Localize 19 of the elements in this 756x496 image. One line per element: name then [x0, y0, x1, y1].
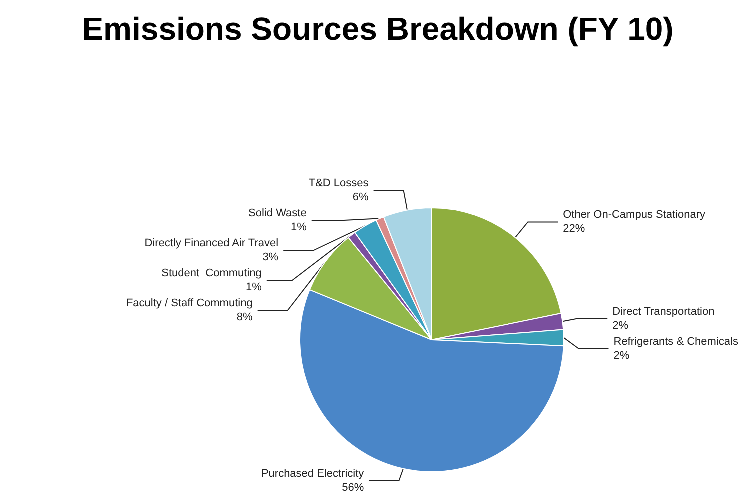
data-label: 8% [236, 312, 254, 324]
slice-label: Refrigerants & Chemicals [614, 336, 739, 348]
slice-label: T&D Losses [308, 178, 370, 190]
slice-label: Faculty / Staff Commuting [126, 298, 253, 310]
chart-title: Emissions Sources Breakdown (FY 10) [82, 11, 674, 47]
data-label: 2% [612, 320, 629, 332]
data-label: 1% [290, 222, 308, 234]
data-label: 2% [614, 350, 630, 362]
data-label: 56% [342, 482, 364, 494]
data-label: 1% [246, 282, 262, 294]
slice-label: Direct Transportation [612, 306, 715, 318]
slice-label: Solid Waste [248, 208, 307, 220]
slice-label: Directly Financed Air Travel [144, 238, 279, 250]
data-label: 22% [563, 223, 586, 236]
slice-label: Purchased Electricity [261, 468, 365, 480]
slice-label: Student Commuting [162, 268, 262, 280]
slice-label: Other On-Campus Stationary [563, 209, 706, 222]
data-label: 6% [352, 192, 370, 204]
data-label: 3% [262, 252, 279, 264]
